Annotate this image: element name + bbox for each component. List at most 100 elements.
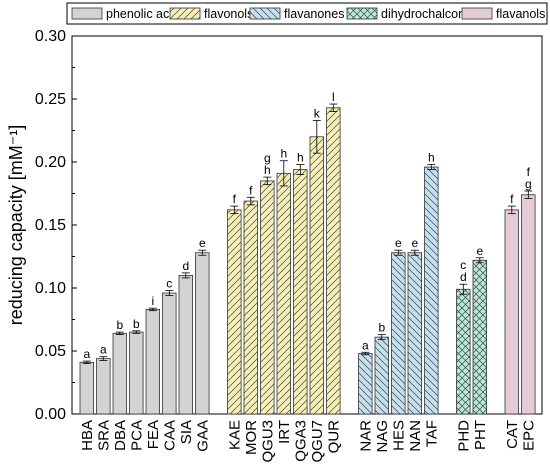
bar-hatch: [424, 167, 439, 414]
significance-letter: l: [332, 90, 335, 104]
significance-letter: c: [460, 258, 466, 272]
legend-swatch-hatch: [170, 8, 200, 19]
x-tick-label: GAA: [194, 420, 211, 452]
significance-letter: k: [314, 106, 321, 120]
x-tick-label: QGA3: [292, 420, 309, 462]
y-axis-title: reducing capacity [mM⁻¹]: [6, 125, 26, 326]
significance-letter: f: [510, 192, 514, 206]
bar-hatch: [473, 260, 487, 414]
x-tick-label: HES: [390, 420, 407, 451]
significance-letter: b: [116, 318, 123, 332]
y-tick-label: 0.05: [35, 343, 66, 360]
x-tick-label: NAR: [357, 420, 374, 452]
legend-swatch: [71, 7, 103, 20]
significance-letter: g: [525, 177, 532, 191]
bar-fill: [195, 252, 210, 414]
significance-letter: i: [151, 294, 154, 308]
significance-letter: f: [527, 165, 531, 179]
x-tick-label: TAF: [423, 420, 440, 447]
legend-swatch: [249, 7, 281, 20]
legend-label: dihydrochalcones: [381, 7, 478, 21]
bar-hatch: [244, 201, 258, 414]
bar-fill: [146, 309, 160, 414]
significance-letter: b: [133, 317, 140, 331]
x-tick-label: SRA: [95, 420, 112, 451]
x-tick-label: IRT: [276, 420, 293, 444]
legend-label: flavanols: [496, 7, 545, 21]
x-tick-label: KAE: [226, 420, 243, 450]
x-tick-label: CAA: [161, 420, 178, 451]
x-tick-label: PCA: [128, 420, 145, 451]
bar-fill: [162, 293, 177, 414]
significance-letter: e: [411, 236, 418, 250]
x-tick-label: NAG: [374, 420, 391, 453]
significance-letter: a: [362, 338, 369, 352]
x-tick-label: PHT: [472, 420, 489, 450]
legend-swatch: [346, 7, 378, 20]
y-axis: 0.00 0.05 0.10 0.15 0.20 0.25 0.30: [35, 28, 77, 423]
y-tick-label: 0.10: [35, 280, 66, 297]
bar-fill: [113, 333, 127, 414]
legend-swatch-hatch: [347, 8, 377, 19]
legend-label: phenolic acids: [106, 7, 185, 21]
significance-letter: g: [264, 151, 271, 165]
significance-letter: c: [166, 277, 172, 291]
significance-letter: d: [182, 259, 189, 273]
legend-swatch: [169, 7, 201, 20]
significance-letter: d: [460, 270, 467, 284]
significance-letter: f: [233, 192, 237, 206]
significance-letter: h: [264, 163, 271, 177]
significance-letter: h: [428, 151, 435, 165]
bar-fill: [96, 358, 111, 414]
y-tick-label: 0.30: [35, 28, 66, 45]
bar-hatch: [456, 289, 471, 414]
bar-group-dihydrochalcones: cde: [456, 244, 488, 415]
significance-letter: a: [100, 343, 107, 357]
legend-label: flavanones: [284, 7, 344, 21]
x-tick-label: QGU7: [309, 420, 326, 463]
bar-fill: [80, 362, 94, 414]
bar-hatch: [326, 107, 341, 414]
bar-hatch: [375, 337, 389, 414]
x-tick-label: CAT: [504, 420, 521, 449]
legend-swatch-fill: [462, 8, 492, 19]
bar-hatch: [227, 209, 242, 414]
y-tick-label: 0.20: [35, 154, 66, 171]
x-tick-label: EPC: [520, 420, 537, 451]
significance-letter: e: [395, 236, 402, 250]
x-tick-label: NAN: [407, 420, 424, 452]
x-tick-label: SIA: [178, 420, 195, 444]
significance-letter: b: [378, 321, 385, 335]
x-tick-label: HBA: [79, 420, 96, 451]
x-tick-label: DBA: [112, 420, 129, 451]
x-tick-label: QUR: [325, 420, 342, 454]
bar-hatch: [310, 136, 324, 415]
bar-fill: [179, 275, 193, 414]
legend-swatch: [461, 7, 493, 20]
x-tick-label: MOR: [243, 420, 260, 455]
x-axis: HBA SRA DBA PCA FEA CAA SIA GAA KAE MOR QGU3 IRT QGA…: [79, 420, 537, 463]
legend-swatch-fill: [72, 8, 102, 19]
y-tick-label: 0.25: [35, 91, 66, 108]
bar-hatch: [408, 252, 422, 414]
y-tick-label: 0.15: [35, 217, 66, 234]
bar-hatch: [358, 353, 373, 414]
significance-letter: h: [280, 147, 287, 161]
legend-swatch-hatch: [250, 8, 280, 19]
bar-group-flavanones: ab e e h: [358, 151, 439, 415]
bar-group-flavanols: ffg: [504, 165, 536, 415]
significance-letter: f: [249, 183, 253, 197]
x-tick-label: PHD: [455, 420, 472, 452]
significance-letter: a: [83, 347, 90, 361]
bar-fill: [129, 332, 144, 414]
significance-letter: e: [476, 244, 483, 258]
y-tick-label: 0.00: [35, 406, 66, 423]
legend: phenolic acids flavonols flavanones dihydro…: [66, 2, 548, 25]
bar-hatch: [260, 180, 275, 414]
x-tick-label: QGU3: [259, 420, 276, 463]
bar-fill: [505, 209, 519, 414]
